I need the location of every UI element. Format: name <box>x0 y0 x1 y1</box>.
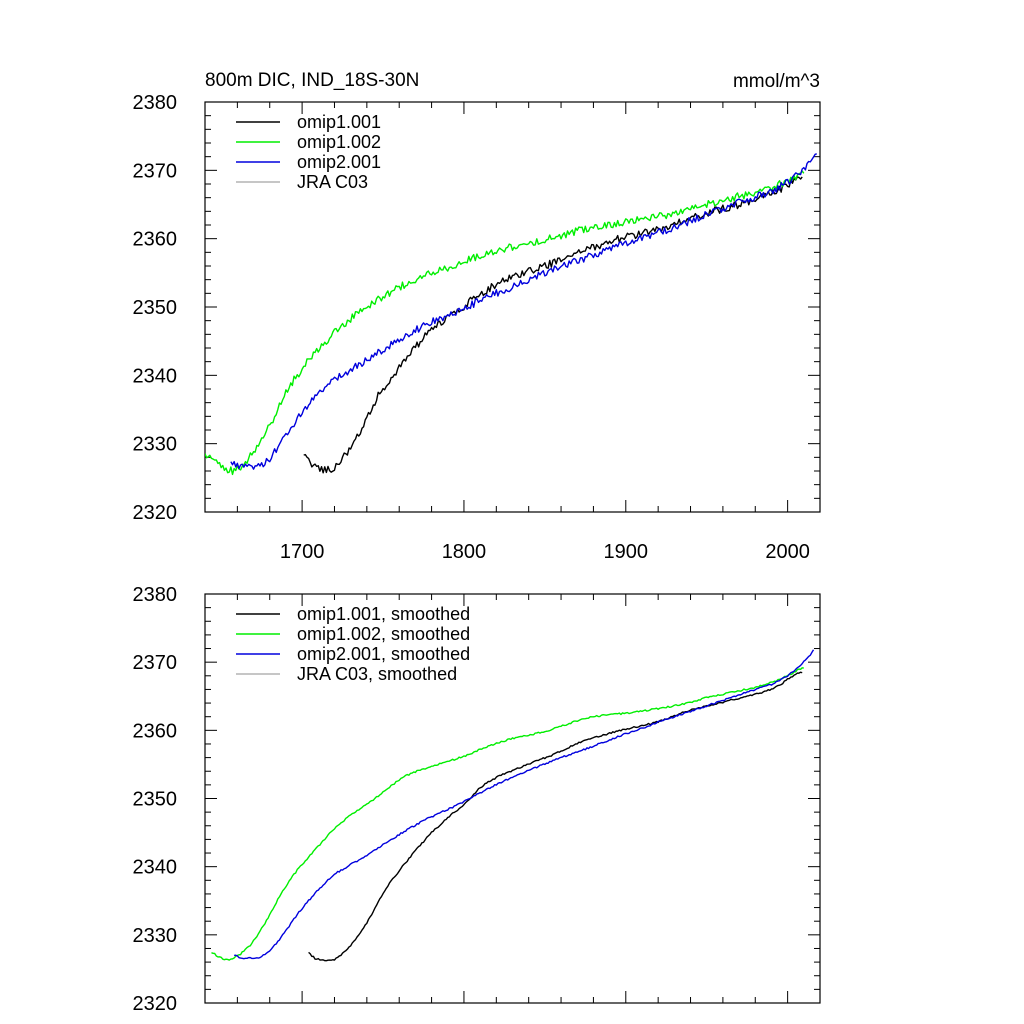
series-line-0 <box>308 671 803 962</box>
legend-entry: omip2.001 <box>297 152 381 172</box>
legend-entry: omip1.001, smoothed <box>297 604 470 624</box>
y-tick-label: 2380 <box>133 584 178 606</box>
y-tick-label: 2330 <box>133 434 178 456</box>
y-tick-label: 2370 <box>133 652 178 674</box>
x-tick-label: 2000 <box>765 541 810 563</box>
legend-entry: JRA C03 <box>297 172 368 192</box>
legend-entry: JRA C03, smoothed <box>297 664 457 684</box>
y-tick-label: 2320 <box>133 502 178 524</box>
axis-ticks <box>204 593 821 1004</box>
series-line-0 <box>303 176 803 474</box>
top-panel: 2320 2330 2340 2350 2360 2370 2380 1700 1800 1900… <box>133 70 821 563</box>
plot-area <box>205 153 817 476</box>
x-tick-label: 1700 <box>280 541 325 563</box>
chart-title: 800m DIC, IND_18S-30N <box>205 70 419 91</box>
series-line-1 <box>205 170 805 476</box>
y-tick-label: 2340 <box>133 365 178 387</box>
y-tick-label: 2360 <box>133 229 178 251</box>
y-tick-label: 2330 <box>133 925 178 947</box>
series-line-2 <box>230 153 817 470</box>
plot-area <box>211 649 815 962</box>
x-tick-label: 1900 <box>604 541 649 563</box>
x-tick-label: 1800 <box>442 541 487 563</box>
legend-entry: omip1.002, smoothed <box>297 624 470 644</box>
y-tick-label: 2350 <box>133 297 178 319</box>
series-line-2 <box>234 649 815 960</box>
series-line-1 <box>211 667 804 961</box>
y-tick-label: 2350 <box>133 789 178 811</box>
y-tick-label: 2340 <box>133 857 178 879</box>
legend-entry: omip1.002 <box>297 132 381 152</box>
y-tick-label: 2320 <box>133 993 178 1015</box>
bottom-panel: 2320 2330 2340 2350 2360 2370 2380 omip1.001, s… <box>133 584 821 1015</box>
axis-ticks <box>204 101 821 513</box>
legend-entry: omip1.001 <box>297 112 381 132</box>
y-tick-label: 2360 <box>133 720 178 742</box>
y-tick-label: 2380 <box>133 92 178 114</box>
y-tick-label: 2370 <box>133 160 178 182</box>
legend-entry: omip2.001, smoothed <box>297 644 470 664</box>
units-label: mmol/m^3 <box>733 71 820 92</box>
